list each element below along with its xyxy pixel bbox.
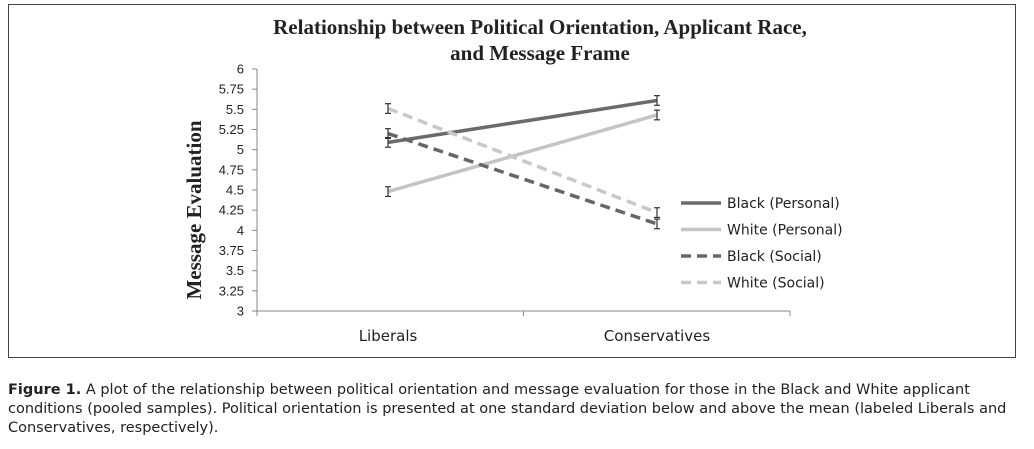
y-ticks: 3 3.25 3.5 3.75 4 4.25 4.5 4.75 5 5.25 5.5 5.75 6 xyxy=(219,62,257,319)
chart-title-line-1: Relationship between Political Orientati… xyxy=(273,15,807,39)
chart-title-line-2: and Message Frame xyxy=(450,41,630,65)
series-group xyxy=(385,95,660,230)
legend-label: Black (Personal) xyxy=(727,196,840,212)
y-tick-label: 5.75 xyxy=(219,82,244,97)
y-axis-label: Message Evaluation xyxy=(182,120,206,299)
y-tick-label: 4.75 xyxy=(219,162,244,177)
chart-frame xyxy=(8,4,1016,358)
legend-label: White (Personal) xyxy=(727,223,843,239)
line-chart: Relationship between Political Orientati… xyxy=(182,15,843,345)
x-categories: Liberals Conservatives xyxy=(256,311,791,345)
y-tick-label: 4.25 xyxy=(219,203,244,218)
y-tick-label: 3.75 xyxy=(219,243,244,258)
y-tick-label: 4.5 xyxy=(226,183,244,198)
y-tick-label: 3 xyxy=(237,304,244,319)
y-tick-label: 6 xyxy=(237,62,244,77)
figure-caption: Figure 1. A plot of the relationship bet… xyxy=(8,381,1018,438)
y-tick-label: 4 xyxy=(237,223,244,238)
legend-label: Black (Social) xyxy=(727,249,822,265)
y-tick-label: 5.25 xyxy=(219,122,244,137)
legend: Black (Personal) White (Personal) Black (S… xyxy=(681,196,843,292)
y-tick-label: 3.5 xyxy=(226,263,244,278)
series-line xyxy=(387,98,658,145)
x-category-label: Liberals xyxy=(359,327,418,345)
y-tick-label: 5.5 xyxy=(226,102,244,117)
y-tick-label: 5 xyxy=(237,142,244,157)
series-line xyxy=(387,113,658,194)
series-line xyxy=(387,106,658,215)
x-category-label: Conservatives xyxy=(604,327,711,345)
caption-text: A plot of the relationship between polit… xyxy=(8,382,1007,436)
figure-label: Figure 1. xyxy=(8,382,82,398)
y-tick-label: 3.25 xyxy=(219,283,244,298)
legend-label: White (Social) xyxy=(727,276,825,292)
